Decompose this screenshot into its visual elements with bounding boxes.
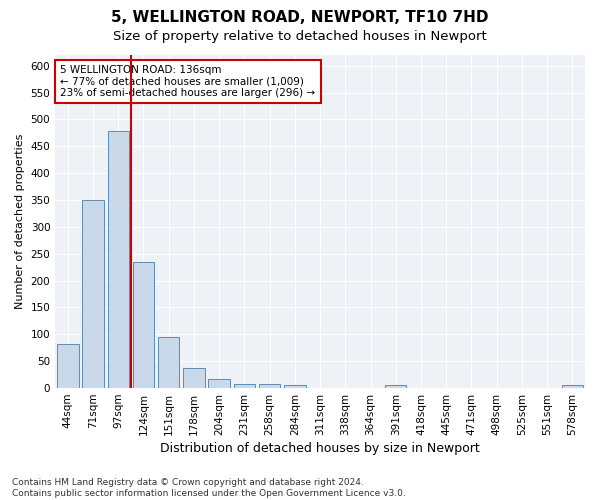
Bar: [107, 132, 129, 388]
Bar: [562, 386, 583, 388]
Text: Size of property relative to detached houses in Newport: Size of property relative to detached ho…: [113, 30, 487, 43]
Bar: [208, 380, 230, 388]
Bar: [82, 200, 104, 388]
Text: 5, WELLINGTON ROAD, NEWPORT, TF10 7HD: 5, WELLINGTON ROAD, NEWPORT, TF10 7HD: [111, 10, 489, 25]
Bar: [183, 368, 205, 388]
X-axis label: Distribution of detached houses by size in Newport: Distribution of detached houses by size …: [160, 442, 480, 455]
Text: 5 WELLINGTON ROAD: 136sqm
← 77% of detached houses are smaller (1,009)
23% of se: 5 WELLINGTON ROAD: 136sqm ← 77% of detac…: [61, 65, 316, 98]
Bar: [259, 384, 280, 388]
Y-axis label: Number of detached properties: Number of detached properties: [15, 134, 25, 309]
Bar: [158, 337, 179, 388]
Bar: [233, 384, 255, 388]
Text: Contains HM Land Registry data © Crown copyright and database right 2024.
Contai: Contains HM Land Registry data © Crown c…: [12, 478, 406, 498]
Bar: [284, 386, 305, 388]
Bar: [57, 344, 79, 388]
Bar: [385, 386, 406, 388]
Bar: [133, 262, 154, 388]
